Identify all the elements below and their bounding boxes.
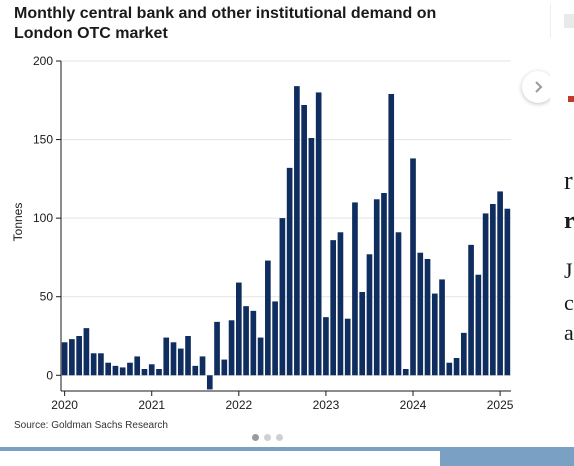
y-tick-label: 50 [40,290,54,304]
x-ticks: 2020 2021 2022 2023 2024 2025 [51,398,514,412]
carousel-dot[interactable] [264,434,271,441]
bar [424,259,431,376]
bar [417,252,424,376]
y-tick-label: 100 [33,211,53,225]
bar [148,364,155,376]
bar [431,293,438,376]
bar [185,336,191,376]
bar [337,232,344,376]
bar [69,339,75,376]
bar [482,213,489,376]
y-axis-label: Tonnes [11,203,25,242]
bar [141,369,148,376]
y-tick-label: 0 [46,368,53,382]
bar [381,193,387,376]
carousel-dots [252,434,283,441]
bar [468,244,474,376]
bar [257,337,264,376]
bar [156,369,162,376]
bar [504,208,511,376]
bottom-bar [0,447,574,466]
bar [373,199,380,376]
bar [112,365,119,376]
x-tick-label: 2025 [487,398,514,412]
bar [199,356,206,376]
bar [366,254,373,376]
adjacent-content-edge: r r J c a [550,0,574,447]
carousel-dot[interactable] [276,434,283,441]
bar [163,337,170,376]
bar [105,362,112,376]
bar-chart: 2020 2021 2022 2023 2024 2025 0 50 100 150 200 To… [11,54,514,412]
bar [61,342,68,376]
bar [308,138,315,376]
bar [83,328,90,376]
bar [170,342,177,376]
bottom-bar-panel [0,451,440,466]
bar [330,240,337,376]
y-tick-label: 150 [33,133,53,147]
bar [221,359,228,376]
bar [323,317,329,376]
chart-bars [61,86,511,390]
bar [402,369,409,376]
bar [243,306,249,376]
bar [177,348,184,376]
bar [90,353,97,376]
bar [344,318,351,376]
bar [490,204,496,376]
bar [265,260,271,376]
bar [214,321,220,376]
bar [410,158,416,376]
bar [497,191,503,376]
bar [352,202,358,376]
bar [395,232,402,376]
x-tick-label: 2024 [400,398,427,412]
bar [453,358,460,376]
carousel-next-button[interactable] [522,71,554,103]
bar [446,362,453,376]
bar [294,86,300,376]
edge-text: r [564,208,574,234]
thumbnail-image-edge [564,14,574,28]
bar [98,353,104,376]
x-tick-label: 2022 [225,398,252,412]
bar [388,94,395,376]
thumbnail-edge [550,4,574,38]
x-tick-label: 2021 [138,398,165,412]
bar [127,362,133,376]
bar [475,274,482,376]
bar [134,356,141,376]
edge-text: a [564,320,574,345]
bar [301,105,307,376]
bar [235,282,242,376]
chart-card: Monthly central bank and other instituti… [11,5,514,441]
bar [192,365,199,376]
y-tick-label: 200 [33,54,53,68]
chart-title: Monthly central bank and other instituti… [14,5,437,42]
red-mark-icon [568,96,574,102]
bar [228,320,235,376]
bar [250,310,257,376]
bar [359,292,366,376]
x-tick-label: 2023 [313,398,340,412]
edge-text: c [564,290,574,315]
bar [272,301,278,376]
bar [286,167,293,376]
edge-text: J [564,258,573,283]
edge-text: r [564,166,573,195]
bar [315,92,322,376]
bar [439,279,445,376]
bar [119,367,126,376]
chevron-right-icon [535,81,543,93]
source-note: Source: Goldman Sachs Research [14,420,168,431]
bar [76,336,82,376]
carousel-dot[interactable] [252,434,259,441]
bar [460,332,467,376]
x-tick-label: 2020 [51,398,78,412]
bar [206,375,213,390]
bar [279,218,286,376]
y-ticks: 0 50 100 150 200 [33,54,53,382]
